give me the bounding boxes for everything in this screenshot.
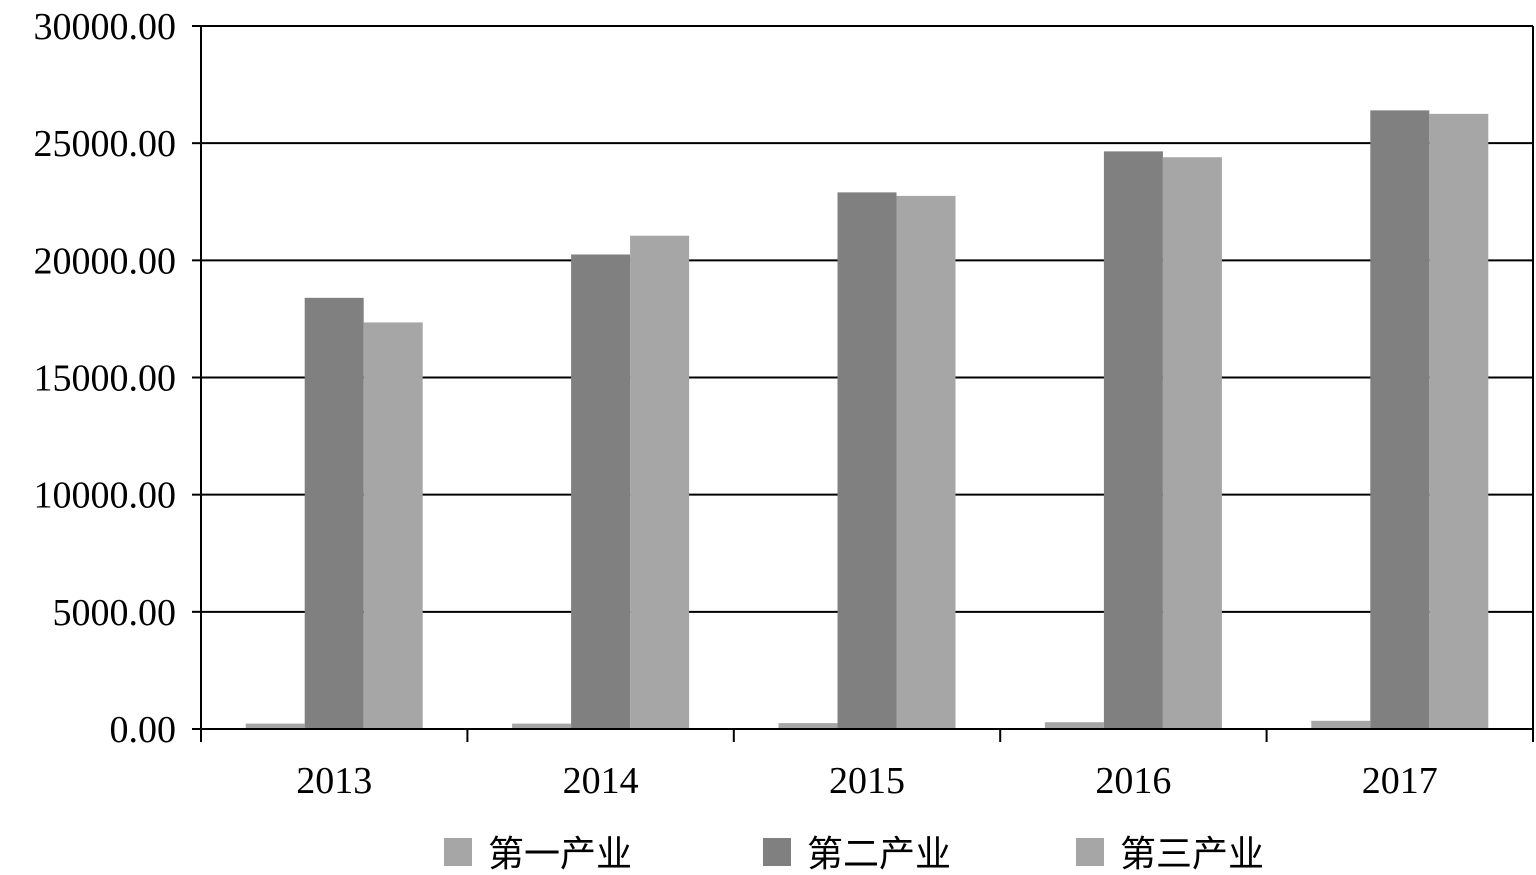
bar	[1311, 720, 1371, 729]
legend-label: 第二产业	[807, 834, 951, 875]
y-tick-label: 25000.00	[34, 123, 177, 165]
y-tick-label: 5000.00	[53, 592, 177, 634]
x-tick-label: 2013	[296, 760, 372, 802]
bar	[837, 192, 897, 730]
x-tick-label: 2017	[1362, 760, 1438, 802]
legend-swatch	[1076, 838, 1104, 866]
bar	[304, 297, 364, 729]
bar	[1044, 722, 1104, 729]
bar	[630, 235, 690, 729]
y-axis-tick-labels: 0.00 5000.00 10000.00 15000.00 20000.00 25000…	[34, 6, 177, 751]
bar	[896, 195, 956, 729]
bars	[245, 110, 1489, 730]
bar	[571, 254, 631, 729]
bar	[512, 723, 572, 729]
y-tick-label: 15000.00	[34, 358, 177, 400]
y-tick-label: 10000.00	[34, 475, 177, 517]
x-tick-label: 2016	[1095, 760, 1171, 802]
bar	[778, 723, 838, 729]
y-tick-label: 30000.00	[34, 6, 177, 48]
bar	[1429, 113, 1489, 729]
axes	[192, 25, 1534, 742]
legend: 第一产业 第二产业 第三产业	[444, 834, 1264, 875]
y-tick-label: 20000.00	[34, 240, 177, 282]
legend-swatch	[444, 838, 472, 866]
x-tick-label: 2014	[563, 760, 639, 802]
bar	[1162, 157, 1222, 729]
x-tick-label: 2015	[829, 760, 905, 802]
bar	[363, 322, 423, 729]
legend-label: 第一产业	[488, 834, 632, 875]
y-tick-label: 0.00	[110, 709, 177, 751]
bar	[1370, 110, 1430, 730]
bar	[245, 723, 305, 729]
bar	[1103, 151, 1163, 729]
legend-label: 第三产业	[1120, 834, 1264, 875]
x-axis-tick-labels: 2013 2014 2015 2016 2017	[296, 760, 1438, 802]
legend-swatch	[763, 838, 791, 866]
